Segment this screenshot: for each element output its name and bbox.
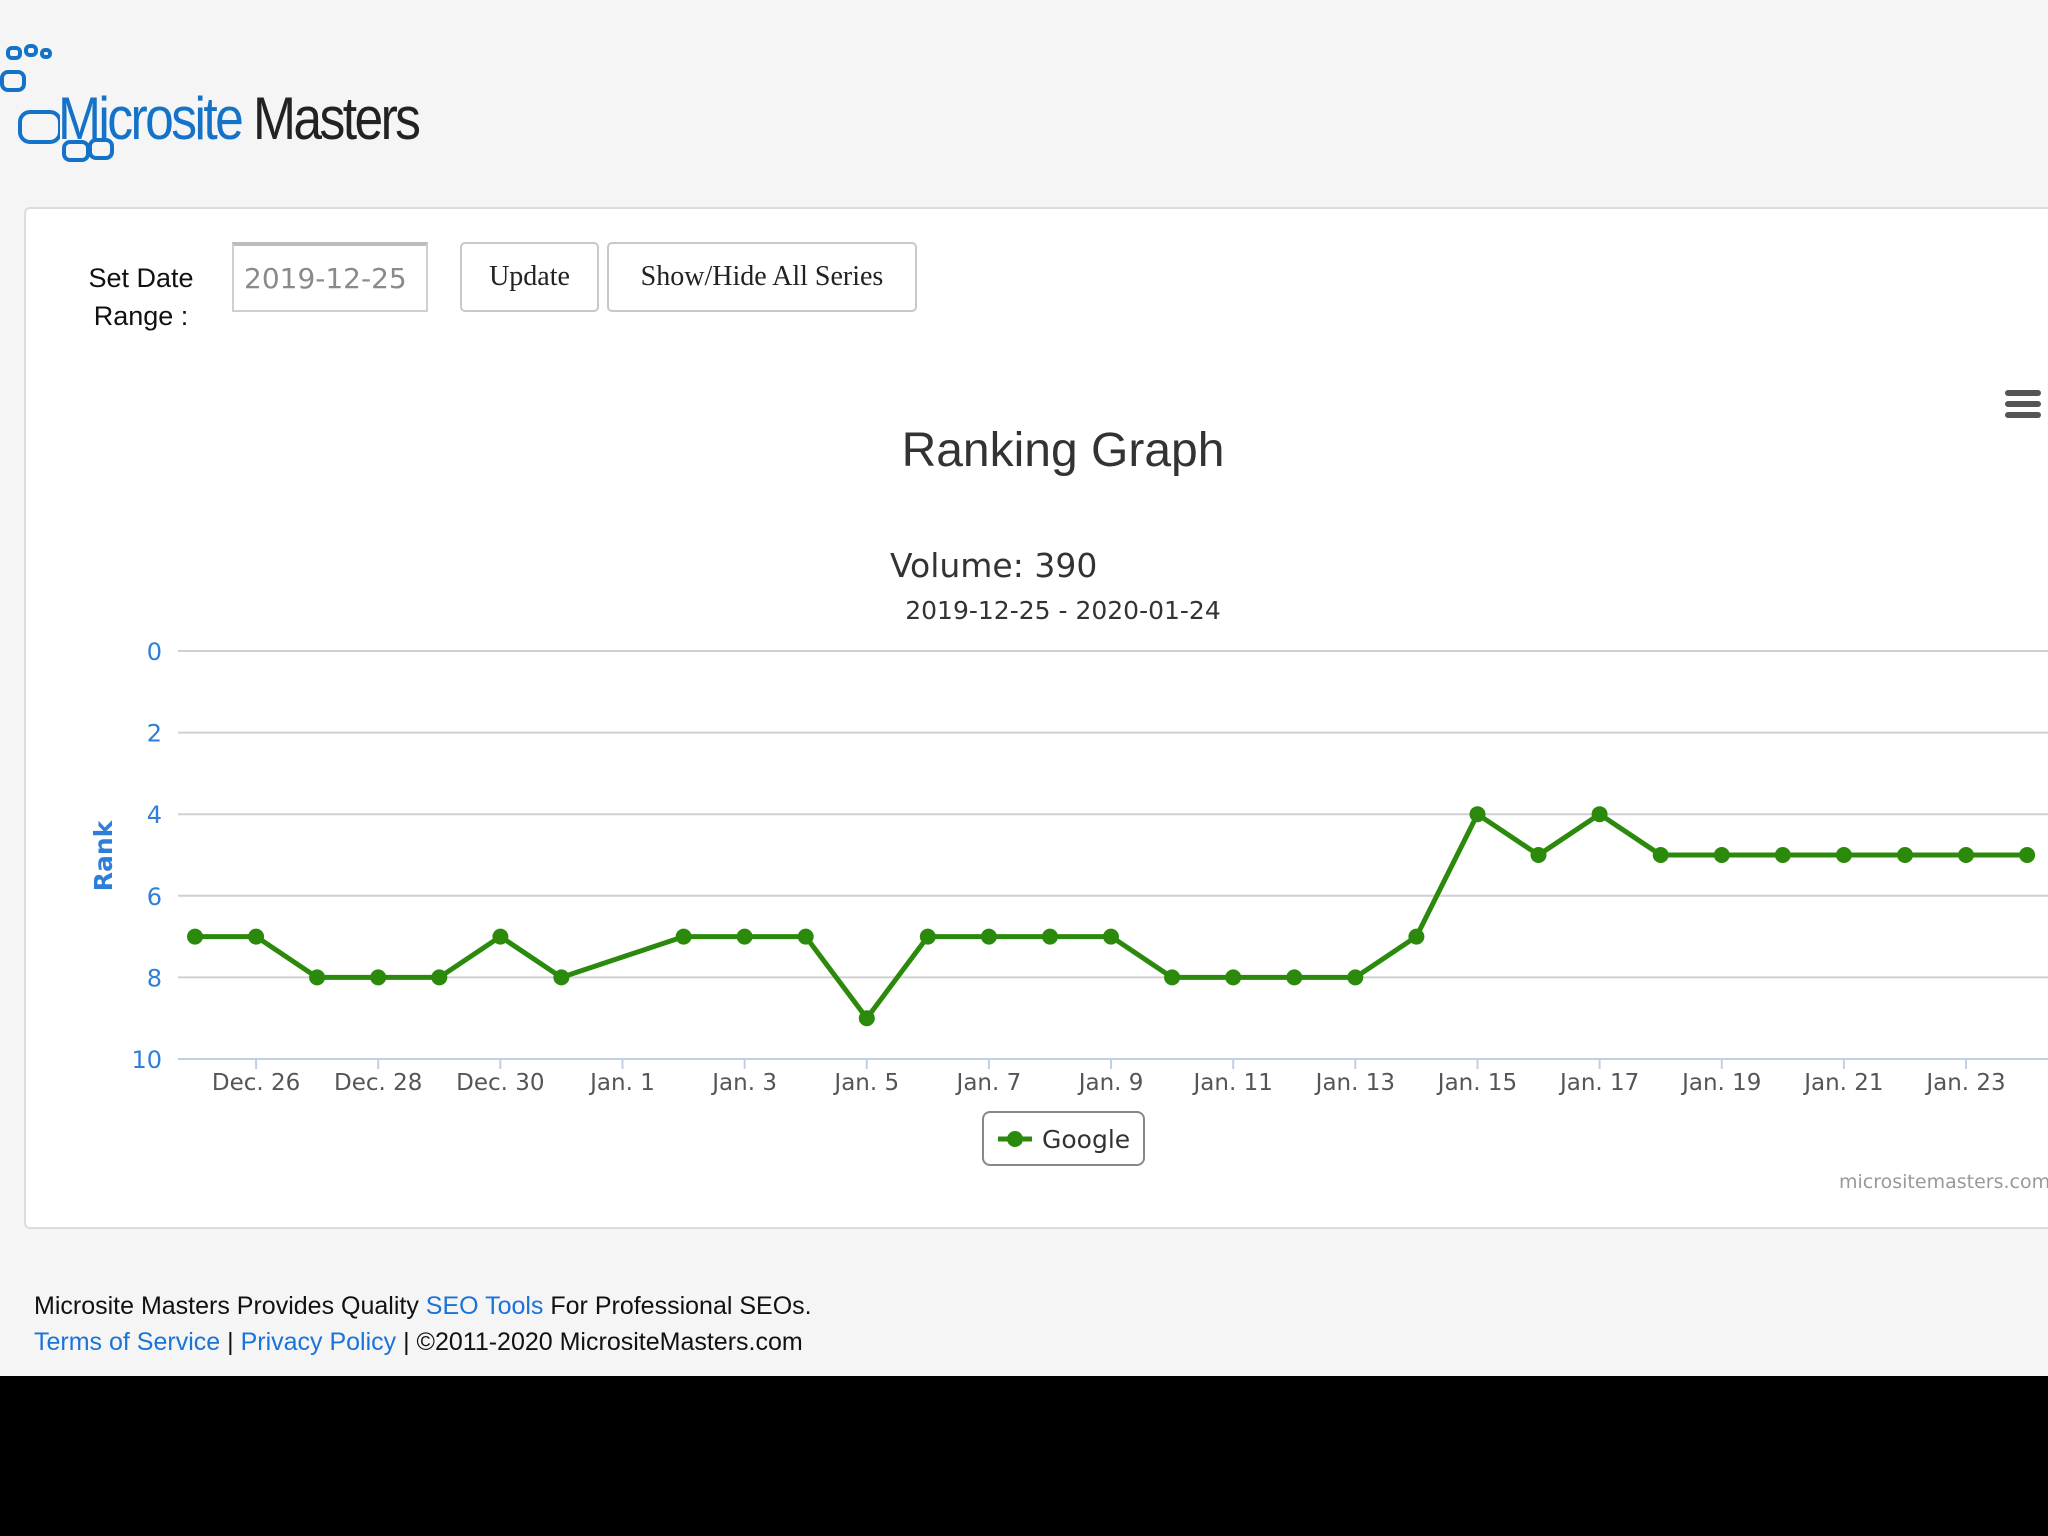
- date-range-label-line1: Set Date: [88, 263, 194, 293]
- footer-copyright: | ©2011-2020 MicrositeMasters.com: [396, 1328, 803, 1356]
- data-point[interactable]: [1042, 928, 1058, 945]
- legend-item-google[interactable]: Google: [1042, 1125, 1130, 1154]
- x-tick-label: Jan. 19: [1680, 1070, 1761, 1096]
- y-tick-label: 10: [131, 1046, 162, 1074]
- data-point[interactable]: [1164, 969, 1181, 986]
- data-point[interactable]: [797, 928, 814, 945]
- data-point[interactable]: [1286, 969, 1303, 986]
- logo-text: Microsite Masters: [58, 84, 421, 153]
- ranking-chart: Ranking Graph Volume: 390 2019-12-25 - 2…: [89, 424, 2048, 1193]
- data-point[interactable]: [248, 928, 265, 945]
- chart-title: Ranking Graph: [902, 424, 1225, 477]
- date-range-input[interactable]: [232, 242, 428, 312]
- update-button[interactable]: Update: [460, 242, 599, 312]
- data-point[interactable]: [187, 928, 203, 945]
- logo-bubbles-extra-icon: [62, 138, 114, 162]
- chart-credits[interactable]: micrositemasters.com: [1839, 1171, 2048, 1193]
- chart-subtitle-volume: Volume: 390: [890, 546, 1097, 585]
- data-point[interactable]: [370, 969, 387, 986]
- date-range-label-line2: Range :: [93, 301, 189, 331]
- footer-separator: |: [220, 1328, 241, 1356]
- data-point[interactable]: [1774, 847, 1791, 863]
- data-point[interactable]: [553, 969, 570, 986]
- date-range-label: Set Date Range :: [66, 259, 216, 335]
- data-point[interactable]: [1347, 969, 1364, 986]
- data-point[interactable]: [1958, 847, 1974, 863]
- data-point[interactable]: [1469, 806, 1486, 823]
- data-point[interactable]: [1713, 847, 1730, 863]
- series-line-google[interactable]: [195, 811, 2028, 1021]
- site-logo[interactable]: Microsite Masters: [0, 40, 440, 165]
- x-tick-label: Jan. 15: [1436, 1070, 1517, 1096]
- y-tick-label: 4: [147, 801, 162, 829]
- x-axis-ticks: Dec. 26 Dec. 28 Dec. 30 Jan. 1 Jan. 3 Jan. 5 J…: [212, 1059, 2006, 1096]
- data-point[interactable]: [736, 928, 753, 945]
- legend-series-marker-icon: [1007, 1131, 1023, 1147]
- data-point[interactable]: [919, 928, 936, 945]
- logo-word-microsite: Microsite: [58, 85, 244, 152]
- chart-subtitle-range: 2019-12-25 - 2020-01-24: [905, 596, 1221, 625]
- x-tick-label: Jan. 1: [588, 1070, 655, 1096]
- footer-line1: Microsite Masters Provides Quality SEO T…: [34, 1288, 812, 1324]
- footer-tagline-suffix: For Professional SEOs.: [543, 1292, 812, 1320]
- show-hide-all-series-button[interactable]: Show/Hide All Series: [607, 242, 917, 312]
- x-tick-label: Dec. 26: [212, 1070, 300, 1096]
- legend[interactable]: Google: [982, 1111, 1145, 1166]
- data-point[interactable]: [1408, 928, 1425, 945]
- x-tick-label: Dec. 28: [334, 1070, 422, 1096]
- terms-of-service-link[interactable]: Terms of Service: [34, 1328, 221, 1356]
- data-point[interactable]: [1103, 928, 1119, 945]
- data-point[interactable]: [980, 928, 997, 945]
- legend-box[interactable]: [982, 1111, 1145, 1166]
- logo-word-masters: Masters: [252, 85, 421, 152]
- data-point[interactable]: [492, 928, 509, 945]
- chart-gridlines: [178, 650, 2048, 1060]
- logo-bubbles-icon: [0, 44, 60, 144]
- y-tick-label: 0: [147, 638, 162, 666]
- x-tick-label: Jan. 3: [710, 1070, 777, 1096]
- x-tick-label: Jan. 23: [1924, 1070, 2005, 1096]
- footer-tagline-prefix: Microsite Masters Provides Quality: [34, 1292, 426, 1320]
- y-tick-label: 8: [147, 964, 162, 992]
- y-tick-label: 2: [147, 720, 162, 748]
- x-tick-label: Jan. 5: [832, 1070, 899, 1096]
- data-point[interactable]: [1835, 847, 1852, 863]
- data-point[interactable]: [1897, 847, 1913, 863]
- data-point[interactable]: [2019, 847, 2036, 863]
- x-tick-label: Jan. 9: [1077, 1070, 1144, 1096]
- data-point[interactable]: [309, 969, 326, 986]
- x-tick-label: Jan. 7: [955, 1070, 1022, 1096]
- chart-series[interactable]: [187, 806, 2036, 1027]
- data-point[interactable]: [675, 928, 692, 945]
- hamburger-menu-icon[interactable]: [2005, 390, 2041, 422]
- y-axis-ticks: 0 2 4 6 8 10: [131, 638, 162, 1074]
- data-point[interactable]: [1652, 847, 1669, 863]
- x-tick-label: Jan. 13: [1314, 1070, 1395, 1096]
- data-point[interactable]: [858, 1010, 875, 1027]
- x-tick-label: Dec. 30: [456, 1070, 544, 1096]
- y-axis-title: Rank: [89, 819, 118, 891]
- x-tick-label: Jan. 11: [1192, 1070, 1273, 1096]
- footer: Microsite Masters Provides Quality SEO T…: [34, 1288, 812, 1360]
- seo-tools-link[interactable]: SEO Tools: [425, 1292, 544, 1320]
- y-tick-label: 6: [147, 883, 162, 911]
- page: Microsite Masters Set Date Range : Updat…: [0, 0, 2048, 1376]
- x-tick-label: Jan. 17: [1558, 1070, 1639, 1096]
- footer-line2: Terms of Service | Privacy Policy | ©201…: [34, 1324, 812, 1360]
- data-point[interactable]: [1530, 847, 1547, 863]
- data-point[interactable]: [431, 969, 448, 986]
- x-tick-label: Jan. 21: [1802, 1070, 1883, 1096]
- data-point[interactable]: [1225, 969, 1242, 986]
- privacy-policy-link[interactable]: Privacy Policy: [240, 1328, 397, 1356]
- data-point[interactable]: [1591, 806, 1608, 823]
